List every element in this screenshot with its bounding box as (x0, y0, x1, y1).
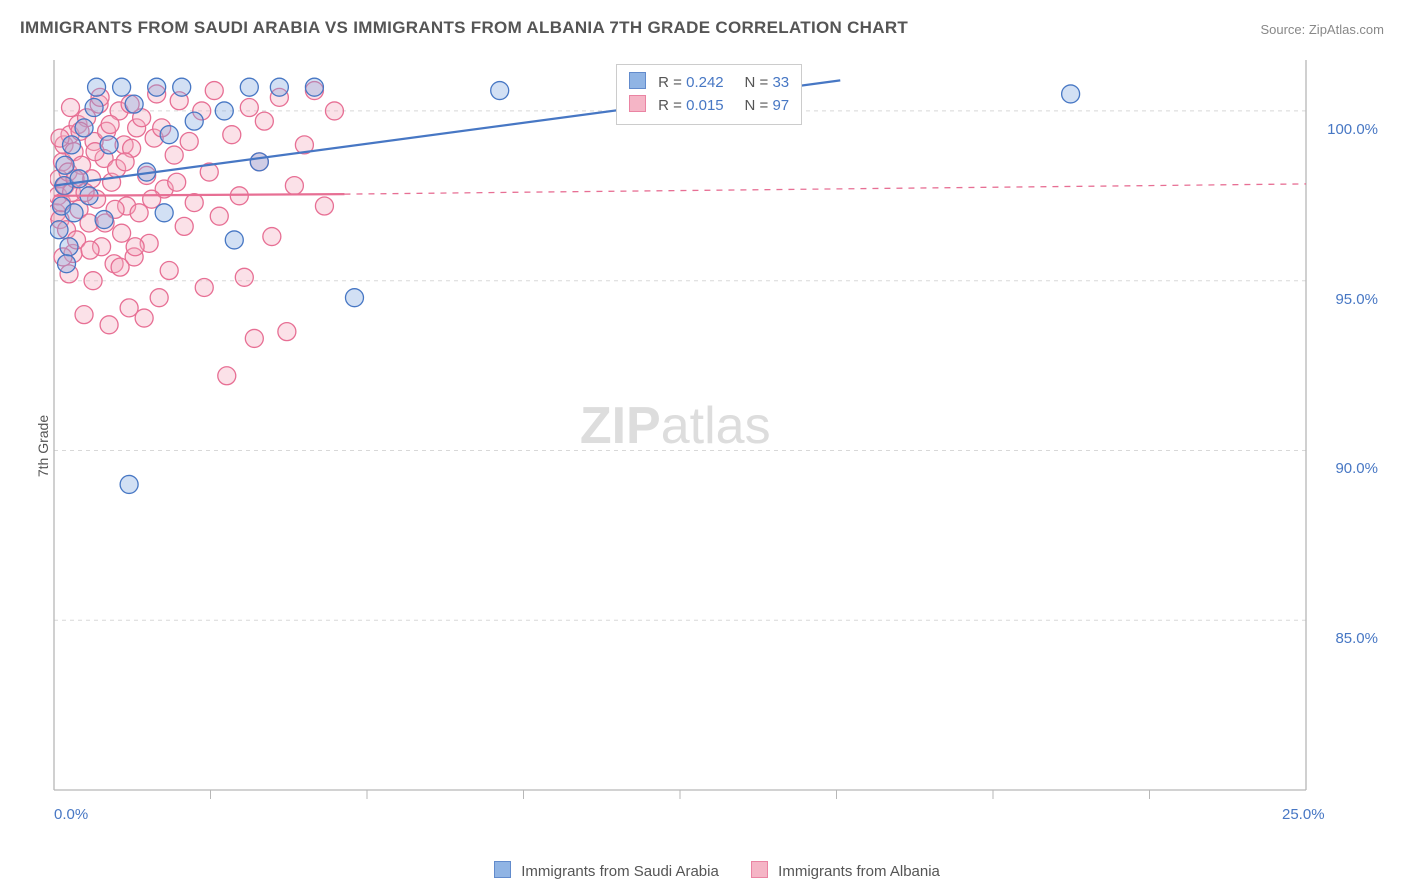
y-tick-label: 95.0% (1335, 291, 1378, 308)
r-label-b: R = (658, 97, 686, 114)
n-value-b: 97 (772, 97, 789, 114)
r-label-a: R = (658, 74, 686, 91)
swatch-bottom-series-a (494, 861, 511, 878)
y-tick-label: 100.0% (1327, 121, 1378, 138)
r-value-a: 0.242 (686, 74, 724, 91)
y-tick-label: 85.0% (1335, 630, 1378, 647)
source-name: ZipAtlas.com (1309, 22, 1384, 37)
source-attribution: Source: ZipAtlas.com (1260, 22, 1384, 37)
legend-row-series-a: R = 0.242 N = 33 (629, 71, 789, 94)
source-prefix: Source: (1260, 22, 1308, 37)
plot-area: R = 0.242 N = 33 R = 0.015 N = 97 ZIPatl… (50, 50, 1386, 830)
swatch-bottom-series-b (751, 861, 768, 878)
chart-container: IMMIGRANTS FROM SAUDI ARABIA VS IMMIGRAN… (0, 0, 1406, 892)
legend-label-series-a: Immigrants from Saudi Arabia (521, 863, 719, 880)
x-tick-label: 0.0% (54, 806, 88, 823)
legend-label-series-b: Immigrants from Albania (778, 863, 940, 880)
chart-title: IMMIGRANTS FROM SAUDI ARABIA VS IMMIGRAN… (20, 18, 908, 38)
correlation-legend-box: R = 0.242 N = 33 R = 0.015 N = 97 (616, 64, 802, 125)
n-label-b: N = (745, 97, 773, 114)
legend-bottom: Immigrants from Saudi Arabia Immigrants … (0, 861, 1406, 880)
swatch-series-a (629, 72, 646, 89)
n-value-a: 33 (772, 74, 789, 91)
n-label-a: N = (745, 74, 773, 91)
r-value-b: 0.015 (686, 97, 724, 114)
y-axis-label: 7th Grade (35, 415, 51, 477)
swatch-series-b (629, 95, 646, 112)
y-tick-label: 90.0% (1335, 460, 1378, 477)
x-tick-label: 25.0% (1282, 806, 1325, 823)
scatter-plot-svg (50, 50, 1386, 830)
legend-row-series-b: R = 0.015 N = 97 (629, 94, 789, 117)
